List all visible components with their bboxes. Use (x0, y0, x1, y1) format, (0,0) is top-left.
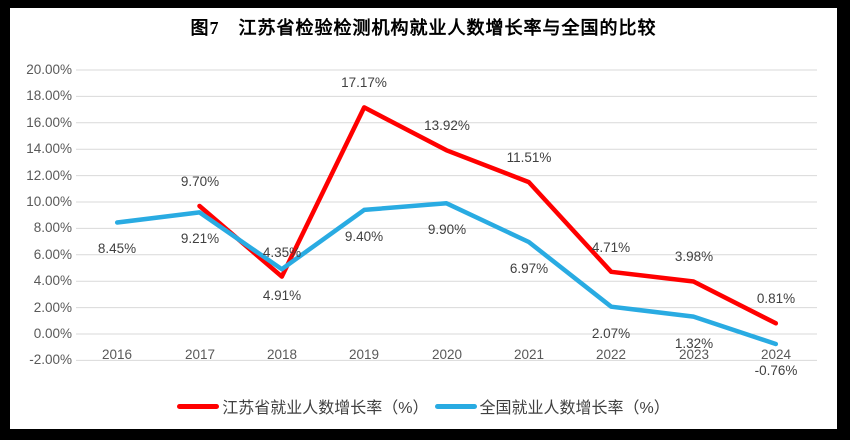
data-label: 9.21% (180, 231, 220, 246)
y-axis-tick-label: 18.00% (26, 88, 72, 103)
data-label: 2.07% (591, 326, 631, 341)
y-axis-tick-label: 4.00% (33, 273, 72, 288)
data-label: 3.98% (674, 249, 714, 264)
x-axis-label: 2016 (101, 347, 133, 362)
x-axis-label: 2019 (348, 347, 380, 362)
legend-label: 江苏省就业人数增长率（%） (222, 400, 429, 417)
legend-line-swatch (434, 403, 477, 409)
y-axis-tick-label: 10.00% (26, 194, 72, 209)
y-axis-tick-label: 2.00% (33, 300, 72, 315)
chart-legend: 江苏省就业人数增长率（%） 全国就业人数增长率（%） (10, 394, 837, 418)
data-label: 1.32% (674, 336, 714, 351)
data-label: 0.81% (756, 291, 796, 306)
x-axis-label: 2021 (513, 347, 545, 362)
x-axis-label: 2023 (678, 347, 710, 362)
legend-item-jiangsu: 江苏省就业人数增长率（%） (177, 394, 429, 418)
data-label: 13.92% (424, 118, 470, 133)
data-label: 9.70% (180, 174, 220, 189)
y-axis-tick-label: 12.00% (26, 168, 72, 183)
x-axis-label: 2022 (595, 347, 627, 362)
series-line-national (114, 201, 779, 347)
x-axis-label: 2024 (760, 347, 792, 362)
legend-item-national: 全国就业人数增长率（%） (434, 394, 670, 418)
data-label: 4.91% (262, 288, 302, 303)
y-axis-tick-label: -2.00% (29, 352, 72, 367)
y-axis-tick-label: 20.00% (26, 62, 72, 77)
data-label: 6.97% (509, 261, 549, 276)
series-line-jiangsu (197, 105, 779, 326)
y-axis-tick-label: 8.00% (33, 220, 72, 235)
x-axis-label: 2018 (266, 347, 298, 362)
legend-line-swatch (177, 403, 220, 409)
data-label: 9.90% (427, 222, 467, 237)
x-axis-label: 2017 (184, 347, 216, 362)
chart-title: 图7 江苏省检验检测机构就业人数增长率与全国的比较 (190, 18, 657, 38)
data-label: 4.35% (262, 245, 302, 260)
data-label: 17.17% (341, 75, 387, 90)
y-axis-tick-label: 14.00% (26, 141, 72, 156)
y-axis-tick-label: 16.00% (26, 115, 72, 130)
x-axis-label: 2020 (431, 347, 463, 362)
data-label: 8.45% (97, 241, 137, 256)
y-axis-tick-label: 0.00% (33, 326, 72, 341)
data-label: -0.76% (754, 363, 798, 378)
y-axis-tick-label: 6.00% (33, 247, 72, 262)
data-label: 4.71% (591, 240, 631, 255)
data-label: 9.40% (344, 229, 384, 244)
legend-label: 全国就业人数增长率（%） (479, 400, 670, 417)
data-label: 11.51% (506, 150, 552, 165)
